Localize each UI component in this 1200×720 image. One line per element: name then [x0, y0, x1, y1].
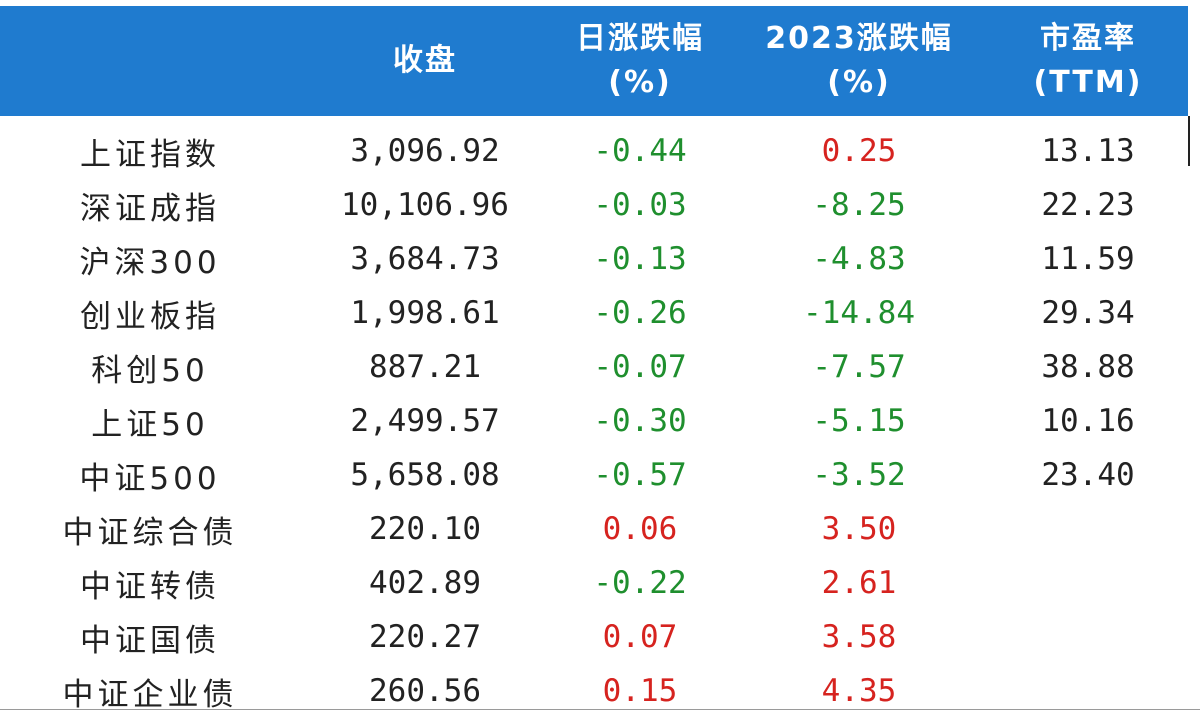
ytd-change-value: -7.57 [812, 349, 906, 385]
close-value: 887.21 [369, 349, 481, 385]
header-ytd-change-cell: 2023涨跌幅 (%) [730, 6, 988, 116]
header-close-cell: 收盘 [300, 6, 550, 116]
close-value: 3,684.73 [350, 241, 500, 277]
ytd-change-value: 3.58 [821, 619, 897, 655]
index-name: 中证企业债 [62, 676, 238, 713]
header-pe-cell: 市盈率 (TTM) [988, 6, 1188, 116]
ytd-change-value: 0.25 [821, 133, 897, 169]
table-row: 中证企业债 260.56 0.15 4.35 [0, 664, 1188, 718]
index-name: 上证指数 [80, 136, 220, 173]
day-change-value: -0.07 [593, 349, 687, 385]
ytd-change-value: 4.35 [821, 673, 897, 709]
table-right-border [1188, 116, 1190, 166]
table-row: 中证综合债 220.10 0.06 3.50 [0, 502, 1188, 556]
pe-value: 22.23 [1041, 187, 1135, 223]
day-change-value: 0.06 [602, 511, 678, 547]
table-body: 上证指数 3,096.92 -0.44 0.25 13.13 深证成指 10,1… [0, 124, 1188, 718]
header-ytd-change-label: 2023涨跌幅 [765, 21, 953, 56]
table-row: 中证500 5,658.08 -0.57 -3.52 23.40 [0, 448, 1188, 502]
pe-value: 29.34 [1041, 295, 1135, 331]
day-change-value: -0.13 [593, 241, 687, 277]
pe-value: 11.59 [1041, 241, 1135, 277]
table-row: 上证指数 3,096.92 -0.44 0.25 13.13 [0, 124, 1188, 178]
index-name: 创业板指 [80, 298, 220, 335]
close-value: 402.89 [369, 565, 481, 601]
index-name: 中证500 [79, 460, 221, 497]
close-value: 10,106.96 [341, 187, 509, 223]
pe-value: 10.16 [1041, 403, 1135, 439]
index-name: 沪深300 [79, 244, 221, 281]
day-change-value: -0.44 [593, 133, 687, 169]
close-value: 220.27 [369, 619, 481, 655]
index-name: 中证国债 [80, 622, 220, 659]
table-bottom-border [0, 709, 1200, 710]
ytd-change-value: -14.84 [803, 295, 915, 331]
pe-value: 13.13 [1041, 133, 1135, 169]
header-ytd-change-unit: (%) [827, 65, 891, 100]
close-value: 220.10 [369, 511, 481, 547]
index-name: 中证转债 [80, 568, 220, 605]
header-day-change-unit: (%) [608, 65, 672, 100]
header-name-cell [0, 6, 300, 116]
ytd-change-value: -3.52 [812, 457, 906, 493]
header-day-change-label: 日涨跌幅 [576, 21, 704, 56]
day-change-value: -0.26 [593, 295, 687, 331]
ytd-change-value: -4.83 [812, 241, 906, 277]
table-row: 沪深300 3,684.73 -0.13 -4.83 11.59 [0, 232, 1188, 286]
close-value: 3,096.92 [350, 133, 500, 169]
ytd-change-value: 3.50 [821, 511, 897, 547]
table-row: 创业板指 1,998.61 -0.26 -14.84 29.34 [0, 286, 1188, 340]
ytd-change-value: 2.61 [821, 565, 897, 601]
header-day-change-cell: 日涨跌幅 (%) [550, 6, 730, 116]
index-name: 深证成指 [80, 190, 220, 227]
table-row: 中证转债 402.89 -0.22 2.61 [0, 556, 1188, 610]
header-close-label: 收盘 [393, 43, 457, 78]
day-change-value: 0.15 [602, 673, 678, 709]
index-name: 科创50 [91, 352, 209, 389]
header-pe-unit: (TTM) [1033, 65, 1143, 100]
header-pe-label: 市盈率 [1040, 21, 1136, 56]
close-value: 1,998.61 [350, 295, 500, 331]
index-name: 中证综合债 [62, 514, 238, 551]
pe-value: 23.40 [1041, 457, 1135, 493]
day-change-value: -0.30 [593, 403, 687, 439]
day-change-value: -0.22 [593, 565, 687, 601]
pe-value: 38.88 [1041, 349, 1135, 385]
table-row: 中证国债 220.27 0.07 3.58 [0, 610, 1188, 664]
table-row: 深证成指 10,106.96 -0.03 -8.25 22.23 [0, 178, 1188, 232]
day-change-value: 0.07 [602, 619, 678, 655]
table-row: 科创50 887.21 -0.07 -7.57 38.88 [0, 340, 1188, 394]
close-value: 260.56 [369, 673, 481, 709]
close-value: 5,658.08 [350, 457, 500, 493]
ytd-change-value: -5.15 [812, 403, 906, 439]
day-change-value: -0.03 [593, 187, 687, 223]
table-row: 上证50 2,499.57 -0.30 -5.15 10.16 [0, 394, 1188, 448]
ytd-change-value: -8.25 [812, 187, 906, 223]
table-header: 收盘 日涨跌幅 (%) 2023涨跌幅 (%) 市盈率 (TTM) [0, 6, 1188, 116]
day-change-value: -0.57 [593, 457, 687, 493]
index-name: 上证50 [91, 406, 209, 443]
close-value: 2,499.57 [350, 403, 500, 439]
